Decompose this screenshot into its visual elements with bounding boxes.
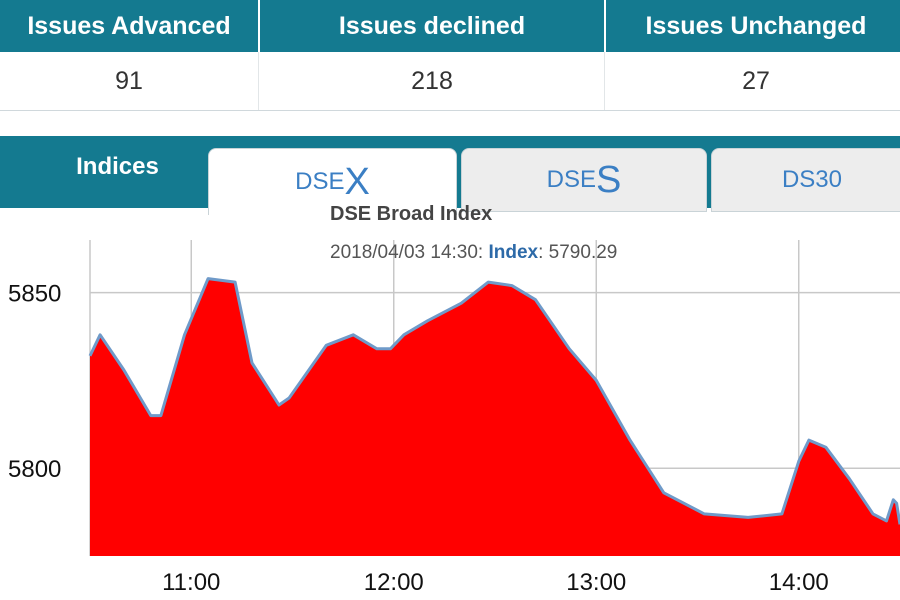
column-divider xyxy=(604,52,605,110)
tab-dsex[interactable]: DSE X xyxy=(208,148,457,215)
tab-indices[interactable]: Indices xyxy=(76,153,159,180)
tooltip-value: 5790.29 xyxy=(548,242,618,263)
header-issues-unchanged: Issues Unchanged xyxy=(645,11,867,40)
issues-stats-table: Issues Advanced Issues declined Issues U… xyxy=(0,0,900,111)
x-tick-label: 14:00 xyxy=(769,569,829,596)
tab-dses-suffix: S xyxy=(596,159,622,201)
column-divider xyxy=(258,0,260,52)
stats-value-row: 91 218 27 xyxy=(0,52,900,111)
y-tick-label: 5850 xyxy=(8,281,61,308)
value-issues-advanced: 91 xyxy=(115,66,143,95)
tooltip-time: 2018/04/03 14:30 xyxy=(330,242,478,263)
tab-ds30[interactable]: DS30 xyxy=(711,148,900,212)
chart-tooltip: 2018/04/03 14:30: Index: 5790.29 xyxy=(330,242,618,263)
value-issues-unchanged: 27 xyxy=(742,66,770,95)
y-tick-label: 5800 xyxy=(8,456,61,483)
chart-title: DSE Broad Index xyxy=(330,203,493,225)
column-divider xyxy=(604,0,606,52)
y-axis-labels: 5800 5850 xyxy=(8,281,61,484)
tab-dsex-prefix: DSE xyxy=(295,168,345,195)
tab-dses-prefix: DSE xyxy=(546,166,596,193)
tab-dses[interactable]: DSE S xyxy=(461,148,707,212)
stats-header-row: Issues Advanced Issues declined Issues U… xyxy=(0,0,900,52)
column-divider xyxy=(258,52,259,110)
x-axis-labels: 11:00 12:00 13:00 14:00 xyxy=(162,569,829,596)
value-issues-declined: 218 xyxy=(411,66,453,95)
indices-tab-bar: Indices DSE X DSE S DS30 xyxy=(0,136,900,215)
index-area xyxy=(90,278,900,556)
tooltip-key: Index xyxy=(488,242,539,263)
header-issues-advanced: Issues Advanced xyxy=(27,11,231,40)
x-tick-label: 11:00 xyxy=(162,569,220,596)
header-issues-declined: Issues declined xyxy=(338,11,526,40)
index-line xyxy=(88,277,900,525)
tab-ds30-label: DS30 xyxy=(781,166,843,193)
x-tick-label: 13:00 xyxy=(566,569,626,596)
tab-dsex-suffix: X xyxy=(344,161,370,203)
x-tick-label: 12:00 xyxy=(364,569,424,596)
